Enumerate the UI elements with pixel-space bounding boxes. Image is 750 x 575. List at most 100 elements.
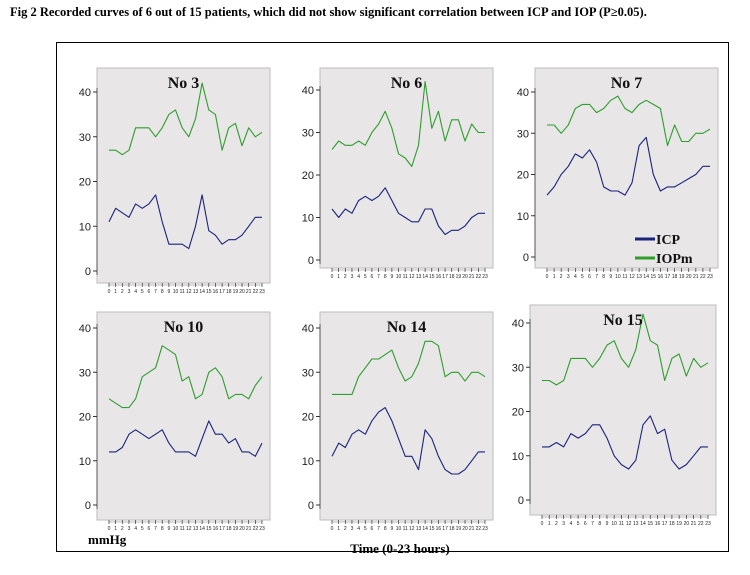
y-tick-label: 20 xyxy=(512,407,524,419)
x-tick-label: 17 xyxy=(219,289,225,295)
x-tick-label: 11 xyxy=(403,274,408,280)
x-tick-label: 12 xyxy=(629,274,635,280)
x-tick-label: 19 xyxy=(233,526,239,532)
y-tick-label: 10 xyxy=(79,221,91,233)
y-tick-label: 30 xyxy=(302,367,314,379)
x-tick-label: 4 xyxy=(357,526,360,532)
x-tick-label: 2 xyxy=(344,274,347,280)
x-tick-label: 4 xyxy=(357,274,360,280)
x-tick-label: 14 xyxy=(640,521,646,527)
y-tick-label: 30 xyxy=(302,128,314,140)
x-tick-label: 8 xyxy=(384,526,387,532)
x-tick-label: 10 xyxy=(611,521,617,527)
x-tick-label: 22 xyxy=(476,274,482,280)
x-tick-label: 1 xyxy=(114,289,117,295)
x-tick-label: 14 xyxy=(199,526,205,532)
x-tick-label: 21 xyxy=(469,274,475,280)
x-tick-label: 20 xyxy=(462,274,468,280)
x-tick-label: 9 xyxy=(390,526,393,532)
x-tick-label: 17 xyxy=(662,521,668,527)
x-tick-label: 20 xyxy=(686,274,692,280)
x-tick-label: 17 xyxy=(442,274,448,280)
x-tick-label: 3 xyxy=(562,521,565,527)
x-tick-label: 9 xyxy=(609,274,612,280)
x-tick-label: 16 xyxy=(213,289,219,295)
y-tick-label: 40 xyxy=(302,323,314,335)
iopm-series-line xyxy=(547,95,711,147)
x-tick-label: 12 xyxy=(409,274,415,280)
x-tick-label: 19 xyxy=(679,274,685,280)
iopm-series-line xyxy=(109,82,263,156)
x-tick-label: 9 xyxy=(167,526,170,532)
x-tick-label: 5 xyxy=(581,274,584,280)
chart-title: No 10 xyxy=(164,319,204,336)
x-tick-label: 15 xyxy=(429,526,435,532)
x-tick-label: 11 xyxy=(180,289,185,295)
x-tick-label: 1 xyxy=(548,521,551,527)
x-tick-label: 14 xyxy=(643,274,649,280)
x-tick-label: 5 xyxy=(141,289,144,295)
x-tick-label: 18 xyxy=(449,526,455,532)
icp-series-line xyxy=(546,136,710,196)
plot-area xyxy=(96,67,271,284)
x-tick-label: 9 xyxy=(606,521,609,527)
x-tick-label: 10 xyxy=(173,289,179,295)
x-tick-label: 7 xyxy=(377,274,380,280)
y-tick-label: 30 xyxy=(79,132,91,144)
x-tick-label: 21 xyxy=(691,521,697,527)
x-tick-label: 18 xyxy=(449,274,455,280)
x-tick-label: 3 xyxy=(567,274,570,280)
x-tick-label: 1 xyxy=(553,274,556,280)
x-tick-label: 4 xyxy=(574,274,577,280)
x-tick-label: 0 xyxy=(541,521,544,527)
icp-series-line xyxy=(331,187,485,236)
x-tick-label: 11 xyxy=(180,526,185,532)
x-tick-label: 5 xyxy=(577,521,580,527)
x-tick-label: 9 xyxy=(167,289,170,295)
x-axis-title: Time (0-23 hours) xyxy=(350,541,450,556)
x-tick-label: 17 xyxy=(442,526,448,532)
chart-title: No 15 xyxy=(603,312,643,329)
y-tick-label: 0 xyxy=(308,500,314,512)
x-tick-label: 11 xyxy=(619,521,624,527)
y-tick-label: 40 xyxy=(79,87,91,99)
x-tick-label: 6 xyxy=(148,526,151,532)
x-tick-label: 23 xyxy=(707,274,713,280)
icp-series-line xyxy=(542,415,708,470)
x-tick-label: 1 xyxy=(337,274,340,280)
x-tick-label: 23 xyxy=(482,526,488,532)
x-tick-label: 19 xyxy=(456,274,462,280)
plot-area xyxy=(319,67,494,269)
x-tick-label: 6 xyxy=(148,289,151,295)
x-tick-label: 23 xyxy=(705,521,711,527)
x-tick-label: 5 xyxy=(141,526,144,532)
x-tick-label: 9 xyxy=(390,274,393,280)
x-tick-label: 22 xyxy=(700,274,706,280)
x-tick-label: 6 xyxy=(584,521,587,527)
x-tick-label: 23 xyxy=(482,274,488,280)
x-tick-label: 17 xyxy=(665,274,671,280)
chart-title: No 7 xyxy=(611,75,643,92)
x-tick-label: 7 xyxy=(591,521,594,527)
x-tick-label: 15 xyxy=(429,274,435,280)
x-tick-label: 7 xyxy=(154,289,157,295)
iopm-series-line xyxy=(331,80,485,168)
x-tick-label: 18 xyxy=(669,521,675,527)
x-tick-label: 3 xyxy=(128,289,131,295)
x-tick-label: 3 xyxy=(351,274,354,280)
x-tick-label: 22 xyxy=(253,526,259,532)
x-tick-label: 2 xyxy=(121,289,124,295)
x-tick-label: 2 xyxy=(121,526,124,532)
y-tick-label: 0 xyxy=(518,495,524,507)
x-tick-label: 2 xyxy=(560,274,563,280)
x-tick-label: 17 xyxy=(219,526,225,532)
y-tick-label: 30 xyxy=(512,362,524,374)
x-tick-label: 20 xyxy=(239,526,245,532)
icp-series-line xyxy=(109,420,263,457)
iopm-series-line xyxy=(542,313,709,386)
legend: ICP IOPm xyxy=(635,233,693,267)
x-tick-label: 18 xyxy=(226,526,232,532)
x-tick-label: 13 xyxy=(416,274,422,280)
y-tick-label: 30 xyxy=(517,128,529,140)
y-tick-label: 40 xyxy=(302,85,314,97)
